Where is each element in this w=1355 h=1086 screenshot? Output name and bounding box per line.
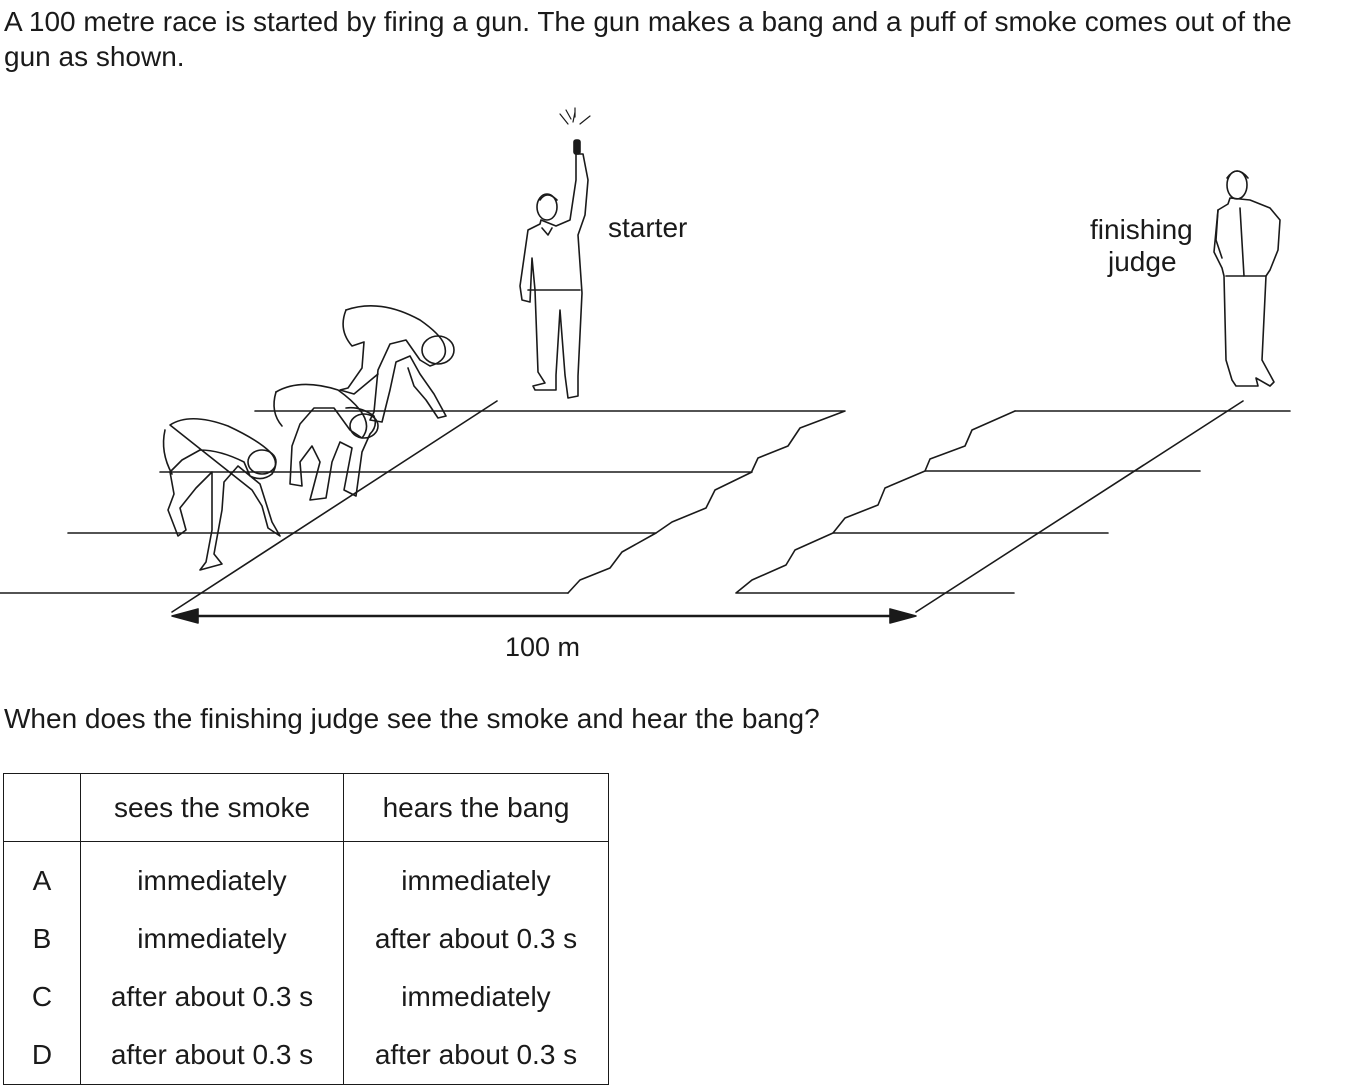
race-track-illustration [0, 107, 1291, 624]
distance-label: 100 m [505, 632, 581, 662]
option-letter: D [3, 1026, 81, 1085]
table-row[interactable]: D after about 0.3 s after about 0.3 s [3, 1026, 609, 1085]
answer-table: sees the smoke hears the bang A immediat… [3, 773, 609, 1085]
starter-figure [519, 107, 591, 399]
header-hears: hears the bang [343, 773, 609, 842]
judge-label-line2: judge [1108, 246, 1177, 277]
judge-label-line1: finishing [1090, 214, 1193, 245]
runner-lane-3 [339, 304, 455, 423]
table-row[interactable]: B immediately after about 0.3 s [3, 910, 609, 968]
intro-text: A 100 metre race is started by firing a … [4, 6, 1292, 72]
race-figure: starter finishing judge 100 m [0, 90, 1355, 685]
header-letter [3, 773, 81, 842]
question-text: When does the finishing judge see the sm… [4, 703, 820, 734]
finish-line [915, 400, 1244, 613]
finishing-judge-figure [1213, 170, 1281, 387]
runner-lane-2 [273, 383, 379, 501]
option-hears: after about 0.3 s [343, 1026, 609, 1085]
option-hears: immediately [343, 841, 609, 910]
option-hears: immediately [343, 968, 609, 1026]
lane-lines-start [0, 410, 846, 594]
starter-label: starter [608, 212, 688, 243]
table-header-row: sees the smoke hears the bang [3, 773, 609, 842]
option-sees: immediately [80, 910, 344, 968]
table-row[interactable]: A immediately immediately [3, 841, 609, 910]
option-letter: B [3, 910, 81, 968]
table-row[interactable]: C after about 0.3 s immediately [3, 968, 609, 1026]
option-sees: immediately [80, 841, 344, 910]
option-sees: after about 0.3 s [80, 968, 344, 1026]
header-sees: sees the smoke [80, 773, 344, 842]
runner-lane-1 [162, 417, 281, 571]
distance-arrow [171, 608, 917, 624]
option-letter: C [3, 968, 81, 1026]
start-line [171, 400, 498, 613]
option-letter: A [3, 841, 81, 910]
lane-lines-finish [735, 410, 1291, 594]
option-hears: after about 0.3 s [343, 910, 609, 968]
option-sees: after about 0.3 s [80, 1026, 344, 1085]
